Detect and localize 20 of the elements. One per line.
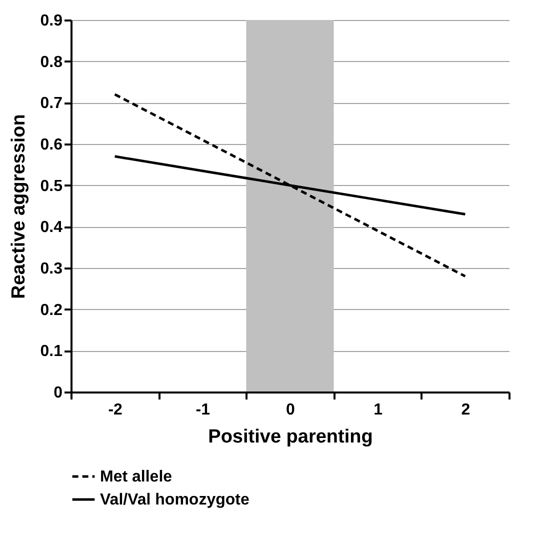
x-axis-title: Positive parenting — [208, 426, 373, 448]
x-tick-label: 0 — [286, 402, 296, 418]
y-axis-title: Reactive aggression — [8, 114, 30, 299]
y-tick-label: 0.3 — [40, 260, 63, 278]
x-tick-label: 1 — [374, 402, 383, 418]
y-tick-label: 0 — [54, 384, 63, 402]
legend-label: Val/Val homozygote — [100, 492, 250, 508]
y-tick-label: 0.8 — [40, 54, 63, 71]
y-tick-label: 0.6 — [40, 136, 63, 154]
line-series — [114, 93, 466, 278]
y-tick-label: 0.9 — [40, 12, 63, 30]
y-tick-label: 0.2 — [40, 302, 63, 319]
legend-label: Met allele — [100, 468, 172, 486]
x-tick-label: 2 — [461, 402, 470, 418]
y-tick-label: 0.4 — [40, 219, 63, 236]
y-tick-label: 0.5 — [40, 178, 63, 195]
y-tick-label: 0.7 — [40, 95, 63, 112]
y-tick-label: 0.1 — [40, 343, 63, 360]
x-tick-label: -1 — [196, 402, 210, 418]
x-tick-label: -2 — [108, 402, 123, 418]
